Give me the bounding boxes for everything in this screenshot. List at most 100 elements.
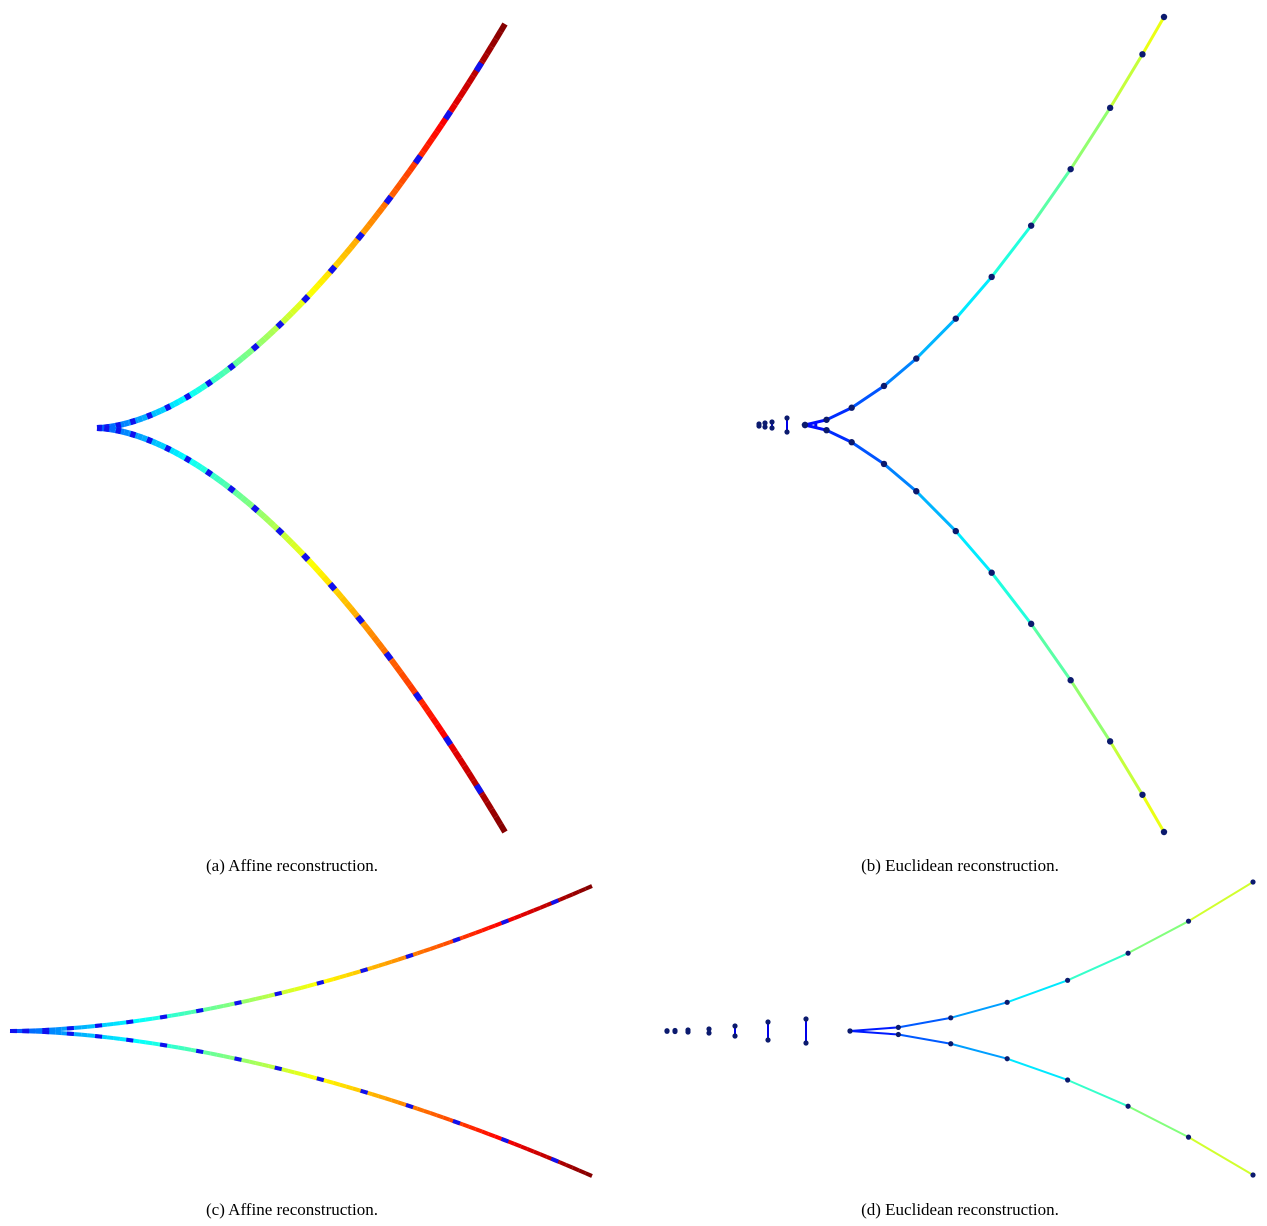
curve-segment-upper-66 (393, 181, 404, 192)
node-lower-7 (1027, 620, 1035, 628)
curve-segment-lower-47 (307, 559, 317, 569)
curve-segment-lower-80 (526, 1147, 535, 1154)
curve-segment-lower-53 (334, 590, 345, 600)
node-upper-4 (913, 355, 920, 362)
curve-segment-upper-75 (434, 123, 445, 134)
marker-upper-5 (125, 1019, 134, 1025)
edge-upper-3 (883, 357, 918, 388)
curve-segment-upper-19 (132, 1018, 140, 1024)
curve-segment-lower-11 (80, 1032, 88, 1038)
curve-segment-upper-21 (145, 1016, 153, 1022)
curve-segment-lower-10 (74, 1032, 82, 1037)
curve-segment-upper-52 (345, 971, 354, 978)
marker-lower-16 (443, 735, 453, 747)
node-lower-1 (823, 426, 830, 434)
edge-upper-7 (1029, 168, 1072, 227)
curve-segment-upper-85 (479, 52, 490, 63)
curve-segment-upper-44 (294, 301, 304, 311)
curve-segment-lower-72 (474, 1127, 483, 1134)
iso-node-bot-4 (685, 1029, 691, 1035)
marker-lower-9 (274, 1065, 283, 1072)
marker-upper-12 (327, 264, 338, 275)
curve-segment-lower-55 (344, 600, 354, 611)
curve-segment-upper-59 (362, 223, 372, 233)
iso-node-bot-0 (803, 1040, 809, 1046)
marker-lower-12 (327, 581, 338, 592)
curve-segment-upper-74 (429, 129, 440, 141)
curve-segment-lower-23 (199, 465, 208, 474)
edge-lower-2 (850, 440, 885, 466)
marker-lower-14 (500, 1136, 510, 1144)
curve-segment-upper-78 (448, 102, 458, 113)
curve-segment-upper-6 (123, 419, 130, 427)
curve-segment-lower-32 (240, 495, 249, 504)
curve-segment-upper-72 (474, 928, 483, 935)
curve-segment-lower-72 (420, 702, 431, 713)
curve-segment-lower-37 (262, 514, 272, 524)
curve-segment-upper-50 (321, 272, 331, 282)
marker-upper-9 (274, 990, 283, 997)
curve-segment-lower-17 (172, 449, 181, 457)
marker-lower-17 (473, 783, 484, 795)
curve-segment-lower-68 (402, 677, 413, 687)
curve-segment-upper-14 (159, 406, 167, 414)
curve-segment-upper-51 (339, 973, 347, 980)
iso-node-top-0 (803, 1016, 809, 1022)
marker-lower-5 (164, 444, 172, 453)
curve-segment-lower-67 (442, 1115, 451, 1122)
marker-lower-13 (452, 1119, 461, 1126)
curve-segment-upper-67 (442, 940, 451, 947)
curve-segment-upper-72 (420, 143, 431, 154)
caption-c: (c) Affine reconstruction. (206, 1200, 378, 1219)
node-upper-6 (1185, 918, 1192, 924)
curve-segment-lower-15 (106, 1035, 114, 1041)
curve-segment-lower-82 (539, 1152, 548, 1159)
iso-node-bot-6 (664, 1028, 670, 1034)
curve-segment-lower-33 (244, 499, 254, 508)
curve-segment-upper-33 (222, 1002, 231, 1008)
iso-node-bot-3 (756, 423, 762, 429)
curve-segment-upper-49 (316, 277, 326, 287)
curve-segment-upper-60 (397, 955, 406, 962)
curve-segment-lower-21 (145, 1040, 153, 1046)
curve-segment-upper-69 (407, 162, 417, 173)
iso-node-bot-2 (732, 1033, 738, 1039)
curve-segment-lower-16 (113, 1036, 121, 1041)
curve-segment-upper-55 (344, 245, 354, 256)
curve-segment-upper-57 (378, 961, 386, 968)
node-lower-0 (801, 421, 809, 429)
curve-segment-lower-22 (151, 1041, 160, 1047)
iso-node-top-1 (765, 1019, 771, 1025)
node-lower-4 (913, 488, 920, 495)
curve-segment-upper-88 (578, 886, 587, 894)
curve-segment-lower-18 (177, 451, 185, 460)
marker-lower-11 (301, 552, 311, 562)
curve-segment-upper-39 (261, 993, 270, 1000)
panel-d-euclidean-curve (664, 879, 1256, 1178)
curve-segment-upper-86 (565, 892, 574, 899)
curve-segment-upper-65 (429, 944, 438, 951)
curve-segment-upper-89 (584, 884, 593, 891)
curve-segment-lower-67 (398, 670, 408, 681)
curve-segment-lower-60 (397, 1100, 406, 1107)
curve-segment-upper-31 (235, 356, 244, 365)
node-upper-8 (1067, 165, 1074, 173)
curve-segment-lower-75 (494, 1134, 503, 1141)
edge-upper-0 (804, 418, 827, 427)
curve-segment-upper-66 (436, 942, 444, 949)
node-lower-3 (1004, 1056, 1010, 1062)
curve-segment-lower-49 (316, 569, 326, 579)
node-lower-11 (1160, 828, 1168, 836)
curve-segment-lower-73 (425, 709, 435, 720)
curve-segment-lower-82 (466, 771, 476, 782)
marker-upper-8 (234, 1000, 242, 1006)
curve-segment-lower-52 (345, 1084, 354, 1091)
panel-b-euclidean-curve (756, 13, 1168, 836)
curve-segment-upper-81 (461, 81, 472, 92)
edge-lower-3 (1006, 1057, 1068, 1081)
curve-segment-upper-27 (184, 1010, 192, 1016)
marker-lower-12 (405, 1103, 414, 1110)
curve-segment-upper-64 (423, 947, 431, 954)
curve-segment-upper-28 (222, 366, 231, 375)
marker-lower-13 (355, 614, 365, 625)
